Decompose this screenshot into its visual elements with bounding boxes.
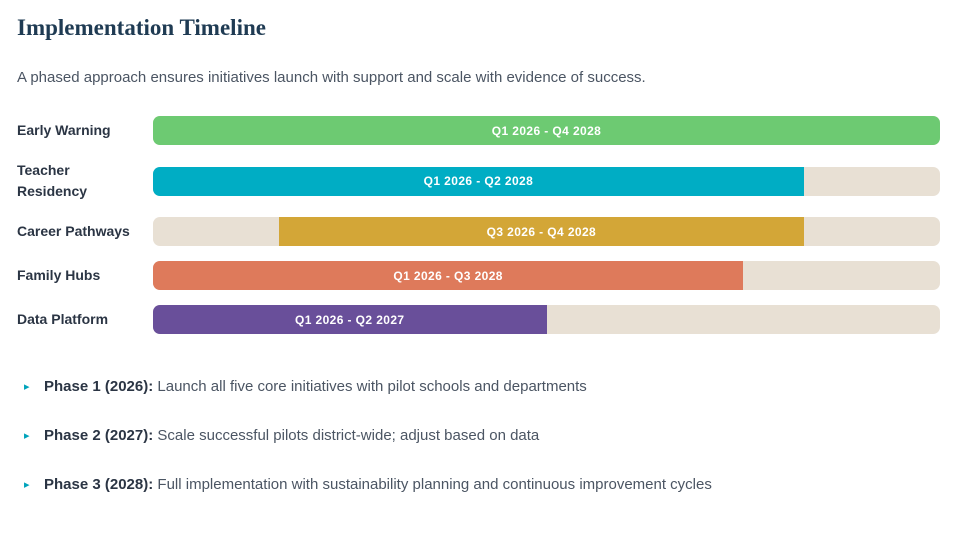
gantt-bar: Q1 2026 - Q2 2027 xyxy=(153,305,547,334)
gantt-bar: Q1 2026 - Q4 2028 xyxy=(153,116,940,145)
phase-text: Phase 1 (2026): Launch all five core ini… xyxy=(44,376,587,397)
gantt-row: Early Warning Q1 2026 - Q4 2028 xyxy=(17,116,940,145)
phase-list-item: ▸ Phase 1 (2026): Launch all five core i… xyxy=(17,376,940,398)
phase-description: Launch all five core initiatives with pi… xyxy=(157,378,587,395)
gantt-track: Q1 2026 - Q4 2028 xyxy=(153,116,940,145)
phase-description: Scale successful pilots district-wide; a… xyxy=(157,427,540,444)
gantt-row: Family Hubs Q1 2026 - Q3 2028 xyxy=(17,261,940,290)
gantt-track: Q1 2026 - Q2 2028 xyxy=(153,166,940,196)
gantt-bar: Q3 2026 - Q4 2028 xyxy=(278,217,804,246)
gantt-bar: Q1 2026 - Q3 2028 xyxy=(153,261,744,290)
page-subtitle: A phased approach ensures initiatives la… xyxy=(17,69,646,86)
phase-title: Phase 1 (2026): xyxy=(44,378,154,395)
gantt-row: Career Pathways Q3 2026 - Q4 2028 xyxy=(17,217,940,246)
phase-title: Phase 2 (2027): xyxy=(44,427,154,444)
page-title: Implementation Timeline xyxy=(17,15,266,40)
phase-list-item: ▸ Phase 3 (2028): Full implementation wi… xyxy=(17,474,940,496)
gantt-bar-range-label: Q1 2026 - Q2 2027 xyxy=(294,312,405,327)
gantt-bar-range-label: Q3 2026 - Q4 2028 xyxy=(486,224,597,239)
phase-text: Phase 2 (2027): Scale successful pilots … xyxy=(44,425,539,446)
phase-text: Phase 3 (2028): Full implementation with… xyxy=(44,474,712,495)
gantt-row-label: Career Pathways xyxy=(17,223,130,239)
gantt-row-label: Data Platform xyxy=(17,311,109,327)
triangle-bullet-icon: ▸ xyxy=(24,381,30,393)
gantt-row-label: Family Hubs xyxy=(17,267,101,283)
gantt-bar: Q1 2026 - Q2 2028 xyxy=(153,166,804,196)
gantt-row-label: Early Warning xyxy=(17,122,111,138)
gantt-row: Data Platform Q1 2026 - Q2 2027 xyxy=(17,305,940,334)
phase-title: Phase 3 (2028): xyxy=(44,476,154,493)
gantt-bar-range-label: Q1 2026 - Q3 2028 xyxy=(393,268,503,283)
phase-list-item: ▸ Phase 2 (2027): Scale successful pilot… xyxy=(17,425,940,447)
phase-list: ▸ Phase 1 (2026): Launch all five core i… xyxy=(17,376,940,496)
gantt-row-label: Teacher Residency xyxy=(17,162,88,199)
gantt-track: Q3 2026 - Q4 2028 xyxy=(153,217,940,246)
triangle-bullet-icon: ▸ xyxy=(24,479,30,491)
gantt-bar-range-label: Q1 2026 - Q2 2028 xyxy=(423,174,534,188)
gantt-bar-range-label: Q1 2026 - Q4 2028 xyxy=(491,123,602,138)
gantt-chart: Early Warning Q1 2026 - Q4 2028 Teacher … xyxy=(17,116,940,334)
gantt-track: Q1 2026 - Q2 2027 xyxy=(153,305,940,334)
phase-description: Full implementation with sustainability … xyxy=(157,476,712,493)
gantt-track: Q1 2026 - Q3 2028 xyxy=(153,261,940,290)
gantt-row: Teacher Residency Q1 2026 - Q2 2028 xyxy=(17,160,940,202)
triangle-bullet-icon: ▸ xyxy=(24,430,30,442)
